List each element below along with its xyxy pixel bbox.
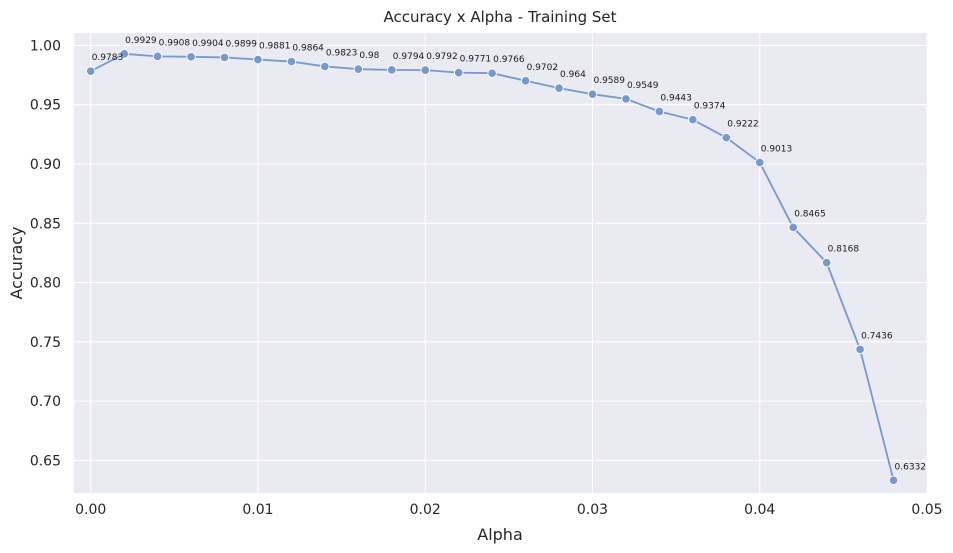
- data-label: 0.9783: [92, 53, 124, 63]
- data-label: 0.9766: [493, 55, 525, 65]
- data-label: 0.6332: [895, 462, 927, 472]
- data-point: [855, 344, 865, 355]
- y-tick-label: 0.75: [30, 335, 61, 351]
- data-point: [119, 49, 129, 59]
- y-axis-title: Accuracy: [7, 226, 26, 299]
- data-point: [420, 65, 430, 75]
- data-point: [621, 94, 631, 104]
- data-point: [320, 61, 330, 72]
- data-point: [152, 51, 163, 62]
- data-point: [253, 54, 263, 65]
- x-tick-label: 0.02: [410, 502, 441, 518]
- data-point: [85, 66, 96, 76]
- y-tick-label: 0.90: [30, 157, 61, 173]
- y-tick-label: 1.00: [30, 38, 61, 54]
- plot-background: [74, 33, 927, 493]
- x-tick-label: 0.03: [577, 502, 608, 518]
- data-point: [520, 76, 531, 86]
- data-label: 0.9443: [660, 93, 692, 103]
- data-point: [821, 257, 832, 268]
- y-tick-label: 0.65: [30, 453, 61, 469]
- data-label: 0.98: [359, 51, 379, 61]
- data-label: 0.964: [560, 70, 586, 80]
- data-label: 0.9929: [125, 36, 157, 46]
- grid-lines: [74, 33, 928, 493]
- data-point: [286, 56, 297, 67]
- x-axis-ticks: 0.00 0.01 0.02 0.03 0.04 0.05: [75, 502, 942, 518]
- data-point: [554, 83, 564, 93]
- data-point: [353, 64, 364, 74]
- data-label: 0.9899: [226, 39, 258, 49]
- data-label: 0.9549: [627, 81, 659, 91]
- data-label: 0.9222: [727, 120, 759, 130]
- data-label: 0.8465: [794, 209, 826, 219]
- data-point: [654, 106, 665, 117]
- data-label: 0.7436: [861, 331, 893, 341]
- data-label: 0.9904: [192, 39, 224, 49]
- data-label: 0.9771: [460, 55, 492, 65]
- data-label: 0.9881: [259, 42, 291, 52]
- data-label: 0.9702: [527, 63, 559, 73]
- data-point: [219, 52, 230, 63]
- x-tick-label: 0.04: [744, 502, 775, 518]
- data-label: 0.8168: [828, 245, 860, 255]
- y-axis-ticks: 0.65 0.70 0.75 0.80 0.85 0.90 0.95 1.00: [30, 38, 61, 469]
- x-tick-label: 0.01: [242, 502, 273, 518]
- data-point: [186, 52, 196, 62]
- data-point: [387, 65, 397, 75]
- data-point: [888, 475, 899, 486]
- data-points: [85, 49, 899, 486]
- data-point: [721, 132, 732, 143]
- data-label: 0.9864: [292, 44, 324, 54]
- data-point: [688, 114, 698, 125]
- chart-title: Accuracy x Alpha - Training Set: [383, 8, 616, 26]
- data-label: 0.9823: [326, 48, 358, 58]
- x-tick-label: 0.00: [75, 502, 106, 518]
- data-label: 0.9374: [694, 102, 726, 112]
- y-tick-label: 0.95: [30, 98, 61, 114]
- data-label: 0.9794: [393, 52, 425, 62]
- x-tick-label: 0.05: [911, 502, 942, 518]
- data-point: [587, 89, 598, 99]
- data-label: 0.9908: [159, 38, 191, 48]
- y-tick-label: 0.85: [30, 216, 61, 232]
- y-tick-label: 0.70: [30, 394, 61, 410]
- data-label: 0.9013: [761, 144, 793, 154]
- y-tick-label: 0.80: [30, 276, 61, 292]
- data-point: [487, 68, 497, 78]
- data-label: 0.9792: [426, 52, 458, 62]
- data-point: [788, 222, 798, 233]
- x-axis-title: Alpha: [477, 525, 523, 544]
- data-label: 0.9589: [593, 76, 625, 86]
- data-point: [754, 157, 765, 168]
- data-point: [453, 67, 464, 78]
